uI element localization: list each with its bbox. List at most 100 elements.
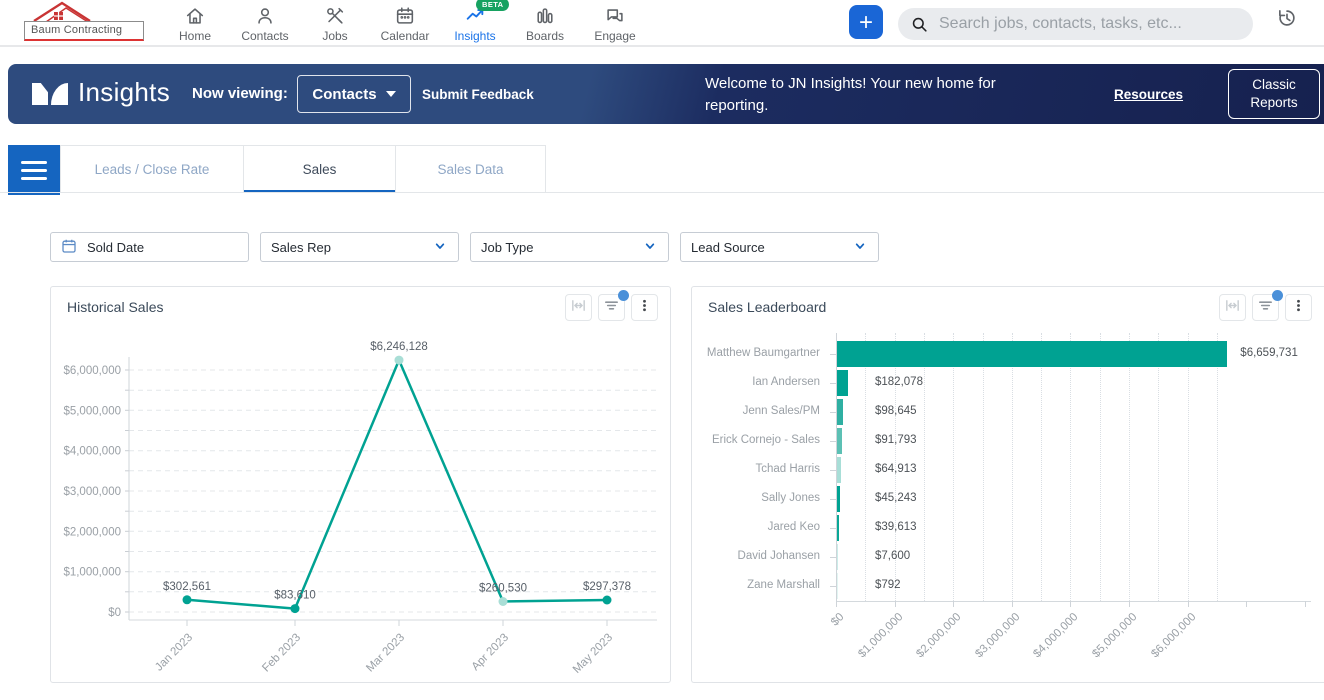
logo-text: Baum Contracting [24, 21, 144, 41]
view-selector-dropdown[interactable]: Contacts [297, 75, 411, 113]
top-navigation: Baum Contracting Home Contacts Jobs Calenda… [0, 0, 1324, 47]
nav-item-insights[interactable]: Insights BETA [440, 0, 510, 47]
add-button[interactable]: + [849, 5, 883, 39]
data-point[interactable] [182, 595, 192, 605]
chevron-down-icon [385, 91, 396, 97]
category-tick [830, 527, 836, 529]
leaderboard-bar[interactable] [837, 485, 840, 512]
menu-button[interactable] [8, 145, 60, 195]
data-point[interactable] [498, 597, 508, 606]
leaderboard-bar[interactable] [837, 369, 848, 396]
global-search[interactable] [898, 8, 1253, 40]
gridline [1070, 333, 1072, 601]
svg-text:$5,000,000: $5,000,000 [63, 405, 121, 417]
leaderboard-bar[interactable] [837, 398, 843, 425]
data-point[interactable] [394, 355, 404, 365]
filter-label: Sold Date [87, 239, 145, 255]
history-button[interactable] [1274, 6, 1300, 32]
bar-value-label: $64,913 [875, 462, 917, 475]
filter-sold-date[interactable]: Sold Date [50, 232, 249, 262]
leaderboard-bar[interactable] [837, 543, 838, 570]
nav-label: Jobs [322, 29, 348, 43]
jobs-icon [323, 4, 347, 28]
gridline [1187, 333, 1189, 601]
axis-tick [1246, 601, 1248, 607]
value-axis [836, 601, 1311, 602]
leaderboard-bar[interactable] [837, 427, 843, 454]
chevron-down-icon [852, 238, 868, 257]
tab-sales[interactable]: Sales [244, 145, 396, 193]
data-point[interactable] [290, 604, 300, 614]
axis-tick [1304, 601, 1306, 607]
nav-label: Boards [525, 29, 565, 43]
nav-item-engage[interactable]: Engage [580, 0, 650, 47]
card-header: Historical Sales [51, 287, 670, 327]
nav-item-jobs[interactable]: Jobs [300, 0, 370, 47]
filter-bar: Sold Date Sales Rep Job Type Lead Source [50, 232, 879, 262]
calendar-icon [393, 4, 417, 28]
gridline [1216, 333, 1218, 601]
gridline [894, 333, 896, 601]
filter-label: Job Type [481, 239, 534, 255]
notification-dot [618, 289, 629, 301]
search-input[interactable] [939, 15, 1241, 33]
filter-job-type[interactable]: Job Type [470, 232, 669, 262]
svg-text:$260,530: $260,530 [479, 583, 527, 595]
category-axis [836, 333, 837, 601]
nav-item-calendar[interactable]: Calendar [370, 0, 440, 47]
submit-feedback-link[interactable]: Submit Feedback [422, 87, 534, 102]
classic-reports-button[interactable]: Classic Reports [1228, 69, 1320, 119]
kebab-icon [1290, 297, 1307, 317]
axis-tick [836, 601, 837, 607]
filter-lead-source[interactable]: Lead Source [680, 232, 879, 262]
nav-label: Contacts [241, 29, 289, 43]
nav-label: Engage [594, 29, 636, 43]
chevron-down-icon [642, 238, 658, 257]
axis-tick [1070, 601, 1072, 607]
bar-category-label: Erick Cornejo - Sales [711, 433, 820, 446]
axis-tick [953, 601, 955, 607]
gridline [1158, 333, 1160, 601]
svg-text:Apr 2023: Apr 2023 [470, 632, 511, 673]
nav-item-contacts[interactable]: Contacts [230, 0, 300, 47]
bar-value-label: $792 [875, 578, 901, 591]
bar-category-label: Jared Keo [767, 520, 820, 533]
axis-tick [1187, 601, 1189, 607]
resources-link[interactable]: Resources [1114, 87, 1184, 102]
tab-leads-close-rate[interactable]: Leads / Close Rate [60, 145, 244, 193]
category-tick [830, 556, 836, 558]
bar-category-label: Sally Jones [761, 491, 820, 504]
nav-item-home[interactable]: Home [160, 0, 230, 47]
card-title: Sales Leaderboard [708, 299, 827, 315]
data-point[interactable] [602, 595, 612, 605]
filter-sales-rep[interactable]: Sales Rep [260, 232, 459, 262]
gridline [1041, 333, 1043, 601]
filter-button[interactable] [598, 289, 629, 321]
gridline [865, 333, 867, 601]
filter-icon [603, 297, 620, 317]
svg-text:$0: $0 [108, 607, 121, 619]
axis-tick [894, 601, 896, 607]
leaderboard-bar[interactable] [837, 340, 1228, 367]
fit-width-button[interactable] [565, 293, 592, 321]
svg-text:$6,246,128: $6,246,128 [370, 341, 428, 353]
tab-sales-data[interactable]: Sales Data [396, 145, 546, 193]
company-logo[interactable]: Baum Contracting [24, 1, 150, 45]
engage-icon [603, 4, 627, 28]
fit-width-button[interactable] [1219, 293, 1246, 321]
category-tick [830, 411, 836, 413]
filter-button[interactable] [1252, 289, 1283, 321]
nav-item-boards[interactable]: Boards [510, 0, 580, 47]
bar-value-label: $182,078 [875, 375, 923, 388]
leaderboard-bar[interactable] [837, 572, 838, 599]
kebab-button[interactable] [1285, 293, 1312, 321]
svg-text:$6,000,000: $6,000,000 [63, 365, 121, 377]
bar-value-label: $91,793 [875, 433, 917, 446]
bar-category-label: Tchad Harris [755, 462, 820, 475]
leaderboard-bar[interactable] [837, 514, 840, 541]
report-tabs: Leads / Close Rate Sales Sales Data [60, 145, 546, 193]
leaderboard-bar[interactable] [837, 456, 841, 483]
filter-label: Lead Source [691, 239, 765, 255]
kebab-button[interactable] [631, 293, 658, 321]
home-icon [183, 4, 207, 28]
